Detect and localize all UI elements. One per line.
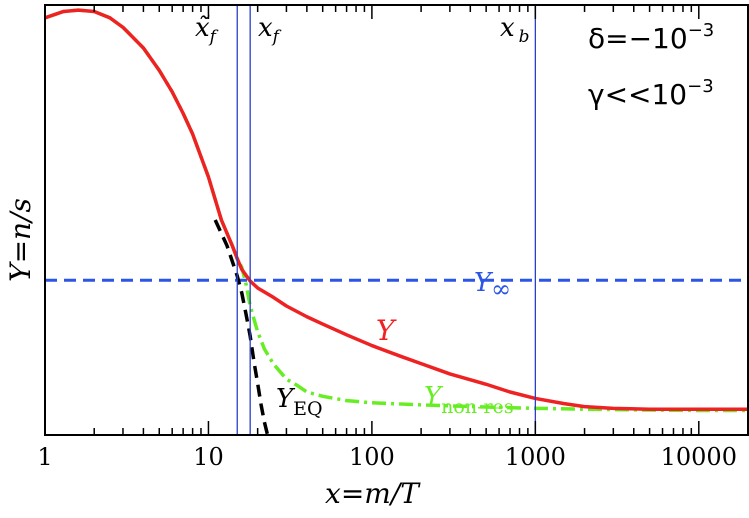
series-label-y-eq: YEQ: [276, 384, 323, 420]
series-label-y-non-res: Ynon-res: [424, 382, 514, 418]
x-tick-label: 1000: [505, 443, 566, 471]
series-label-y-inf: Y∞: [474, 268, 511, 303]
param-delta: δ=−10−3: [588, 20, 714, 55]
param-gamma-exp: −3: [687, 76, 714, 97]
param-gamma-text: γ<<10: [588, 78, 687, 111]
plot-frame: [44, 4, 749, 436]
param-delta-exp: −3: [688, 20, 715, 41]
series-line-y-eq: [213, 219, 270, 435]
svg-text:δ=−10−3: δ=−10−3: [588, 20, 714, 55]
vline-layer: [236, 5, 536, 435]
tick-layer: 1 10 100 1000 10000: [37, 5, 749, 471]
x-axis-label: x=m/T: [325, 477, 421, 510]
x-tick-label: 10000: [661, 443, 737, 471]
x-tick-label: 1: [37, 443, 52, 471]
param-gamma: γ<<10−3: [588, 76, 714, 111]
svg-text:γ<<10−3: γ<<10−3: [588, 76, 714, 111]
series-layer: [45, 8, 748, 435]
param-delta-text: δ=−10: [588, 22, 688, 55]
series-line-y-non-res: [45, 8, 748, 413]
series-label-y: Y: [376, 314, 397, 347]
y-axis-label: Y=n/s: [4, 198, 37, 282]
vline-label-x-tilde-f: x̃f: [195, 13, 219, 47]
series-line-y: [45, 8, 748, 411]
x-tick-label: 10: [193, 443, 224, 471]
x-tick-label: 100: [349, 443, 395, 471]
vline-label-x-f: xf: [258, 13, 282, 47]
